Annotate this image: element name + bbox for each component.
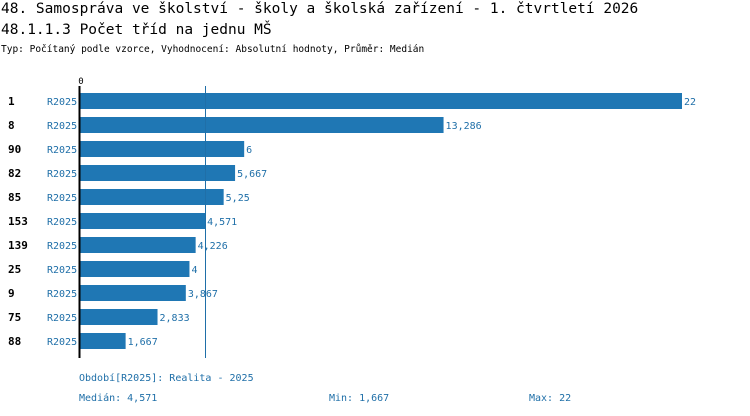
bar <box>80 117 444 133</box>
data-label: 3,867 <box>188 289 218 300</box>
bar <box>80 165 236 181</box>
data-label: 13,286 <box>446 121 482 132</box>
category-label: 139 <box>8 239 28 252</box>
data-label: 22 <box>684 97 696 108</box>
bar <box>80 285 186 301</box>
min-summary: Min: 1,667 <box>329 393 390 404</box>
x-tick-label: 0 <box>78 77 83 87</box>
category-label: 90 <box>8 143 21 156</box>
bar <box>80 141 245 157</box>
series-label: R2025 <box>47 265 77 276</box>
bar <box>80 237 196 253</box>
bar <box>80 333 126 349</box>
series-label: R2025 <box>47 169 77 180</box>
chart-subtitle: Typ: Počítaný podle vzorce, Vyhodnocení:… <box>1 44 425 55</box>
category-label: 1 <box>8 95 15 108</box>
median-summary: Medián: 4,571 <box>79 393 158 404</box>
data-label: 6 <box>246 145 252 156</box>
category-label: 85 <box>8 191 21 204</box>
series-label: R2025 <box>47 241 77 252</box>
period-note: Období[R2025]: Realita - 2025 <box>79 373 254 384</box>
series-label: R2025 <box>47 313 77 324</box>
category-label: 88 <box>8 335 21 348</box>
bar <box>80 213 206 229</box>
category-label: 153 <box>8 215 28 228</box>
bar <box>80 189 224 205</box>
data-label: 4,571 <box>207 217 237 228</box>
data-label: 1,667 <box>128 337 158 348</box>
bar <box>80 309 158 325</box>
series-label: R2025 <box>47 97 77 108</box>
category-label: 82 <box>8 167 21 180</box>
category-label: 75 <box>8 311 21 324</box>
data-label: 2,833 <box>160 313 190 324</box>
series-label: R2025 <box>47 337 77 348</box>
page-title: 48. Samospráva ve školství - školy a ško… <box>1 1 639 17</box>
series-label: R2025 <box>47 289 77 300</box>
indicator-title: 48.1.1.3 Počet tříd na jednu MŠ <box>1 22 272 38</box>
category-label: 25 <box>8 263 21 276</box>
category-label: 9 <box>8 287 15 300</box>
bar <box>80 93 682 109</box>
series-label: R2025 <box>47 217 77 228</box>
series-label: R2025 <box>47 121 77 132</box>
data-label: 4,226 <box>198 241 228 252</box>
data-label: 4 <box>191 265 197 276</box>
category-label: 8 <box>8 119 15 132</box>
data-label: 5,25 <box>226 193 250 204</box>
bar <box>80 261 190 277</box>
series-label: R2025 <box>47 193 77 204</box>
data-label: 5,667 <box>237 169 267 180</box>
max-summary: Max: 22 <box>529 393 572 404</box>
series-label: R2025 <box>47 145 77 156</box>
